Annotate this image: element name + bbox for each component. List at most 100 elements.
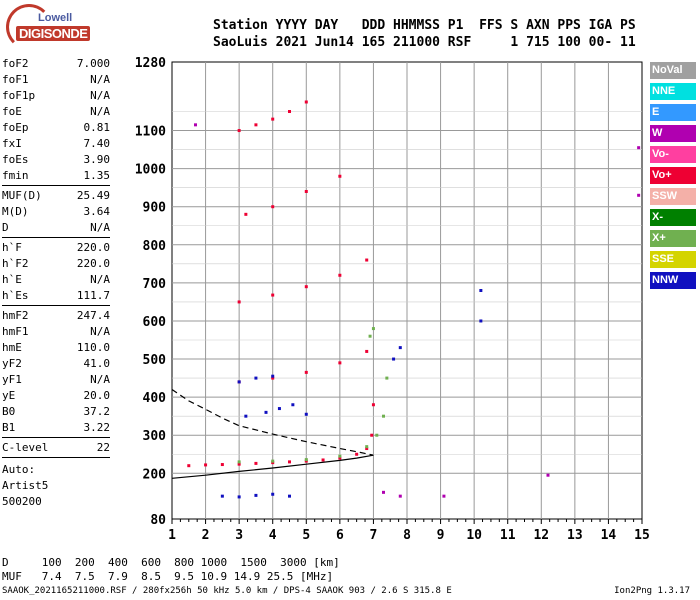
data-point-nnw [277, 407, 281, 411]
data-point-vo [321, 458, 325, 462]
legend-item-vo: Vo+ [650, 167, 696, 184]
param-row: yE 20.0 [2, 388, 110, 404]
param-key: h`E [2, 273, 22, 286]
data-point-x [382, 414, 385, 418]
data-point-vo [271, 117, 275, 121]
footer-muf-line: MUF 7.4 7.5 7.9 8.5 9.5 10.9 14.9 25.5 [… [2, 570, 334, 583]
profile-dashed-curve [171, 389, 374, 456]
param-row: fxI 7.40 [2, 136, 110, 152]
param-value: 3.64 [83, 205, 111, 218]
data-point-w [194, 123, 197, 127]
x-tick-label: 9 [437, 528, 445, 543]
divider [2, 457, 110, 458]
divider [2, 185, 110, 186]
param-key: h`Es [2, 289, 29, 302]
param-value: 25.49 [76, 189, 110, 202]
data-point-vo [355, 452, 359, 456]
data-point-vo [187, 464, 191, 468]
param-row: foF1 N/A [2, 72, 110, 88]
data-point-vo [304, 100, 308, 104]
divider [2, 237, 110, 238]
param-row: B0 37.2 [2, 404, 110, 420]
legend-item-nnw: NNW [650, 272, 696, 289]
data-point-nnw [237, 380, 241, 384]
data-point-vo [271, 293, 275, 297]
param-value: N/A [90, 373, 110, 386]
legend-item-ssw: SSW [650, 188, 696, 205]
legend-item-x: X- [650, 209, 696, 226]
data-point-nnw [271, 374, 275, 378]
param-key: fmin [2, 169, 29, 182]
param-key: foE [2, 105, 22, 118]
file-info: SAAOK_2021165211000.RSF / 280fx256h 50 k… [2, 586, 452, 596]
data-point-nnw [291, 403, 295, 407]
data-point-nnw [254, 493, 258, 497]
param-key: foEp [2, 121, 29, 134]
data-point-vo [220, 463, 224, 467]
legend-item-e: E [650, 104, 696, 121]
param-key: hmF2 [2, 309, 29, 322]
param-key: D [2, 221, 9, 234]
param-key: yF2 [2, 357, 22, 370]
param-value: 111.7 [76, 289, 110, 302]
param-row: hmE 110.0 [2, 340, 110, 356]
param-key: hmE [2, 341, 22, 354]
data-point-vo [271, 461, 275, 465]
param-row: C-level 22 [2, 440, 110, 456]
data-point-x [304, 458, 308, 462]
data-point-w [442, 494, 446, 498]
autoscaler-version: 500200 [2, 495, 42, 508]
param-key: foF2 [2, 57, 29, 70]
footer-distance-line: D 100 200 400 600 800 1000 1500 3000 [km… [2, 556, 340, 569]
logo-line1: Lowell [38, 12, 73, 24]
param-value: 220.0 [76, 241, 110, 254]
data-point-vo [237, 129, 241, 133]
data-point-nnw [244, 414, 248, 418]
logo-arc [6, 4, 52, 50]
data-point-nnw [398, 346, 402, 350]
data-point-w [637, 146, 641, 150]
data-point-nnw [304, 412, 308, 416]
legend-item-vo: Vo- [650, 146, 696, 163]
data-point-w [398, 494, 402, 498]
header-line2: SaoLuis 2021 Jun14 165 211000 RSF 1 715 … [213, 35, 636, 50]
data-point-vo [271, 205, 275, 209]
x-tick-label: 4 [269, 528, 277, 543]
x-tick-label: 1 [168, 528, 176, 543]
data-point-nnw [288, 494, 291, 498]
data-point-vo [304, 459, 308, 463]
param-value: N/A [90, 221, 110, 234]
param-value: 3.22 [83, 421, 111, 434]
data-point-vo [365, 258, 369, 262]
data-point-vo [370, 433, 374, 437]
data-point-nnw [392, 357, 396, 361]
data-point-nnw [254, 376, 258, 380]
data-point-x [375, 433, 379, 437]
legend-item-x: X+ [650, 230, 696, 247]
param-value: 41.0 [83, 357, 111, 370]
data-point-vo [338, 361, 342, 365]
data-point-nnw [479, 289, 483, 292]
param-key: MUF(D) [2, 189, 42, 202]
param-key: foF1p [2, 89, 36, 102]
param-value: 247.4 [76, 309, 110, 322]
x-tick-label: 12 [533, 528, 549, 543]
x-tick-label: 2 [202, 528, 210, 543]
param-row: MUF(D) 25.49 [2, 188, 110, 204]
x-tick-label: 13 [567, 528, 583, 543]
param-key: h`F [2, 241, 22, 254]
divider [2, 437, 110, 438]
digisonde-logo: Lowell DIGISONDE [4, 4, 91, 50]
y-tick-label: 700 [143, 277, 167, 292]
polarization-legend: NoVal NNE E W Vo- Vo+ SSW X- X+ SSE NNW [650, 62, 696, 293]
auto-label: Auto: [2, 463, 36, 476]
x-tick-label: 3 [235, 528, 243, 543]
param-key: fxI [2, 137, 22, 150]
data-point-nnw [237, 495, 241, 499]
data-point-nnw [264, 410, 268, 414]
legend-item-w: W [650, 125, 696, 142]
y-tick-label: 1280 [135, 56, 166, 71]
data-point-vo [365, 447, 369, 451]
param-group-muf: MUF(D) 25.49 M(D) 3.64 D N/A [2, 188, 110, 236]
